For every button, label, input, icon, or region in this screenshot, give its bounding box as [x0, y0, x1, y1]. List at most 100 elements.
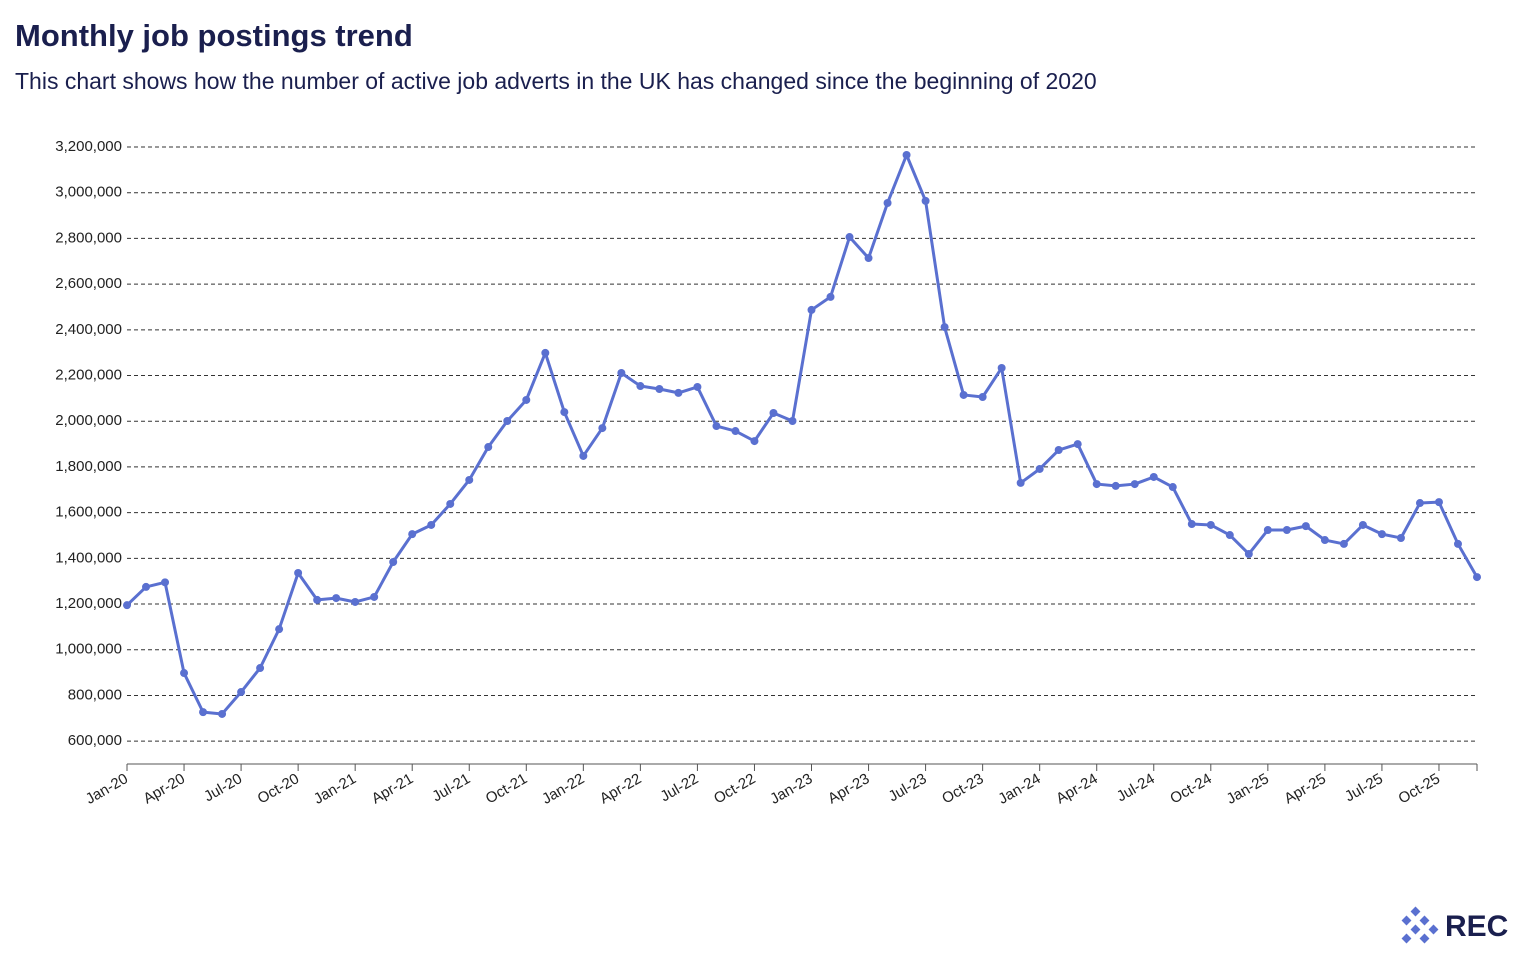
point — [351, 597, 360, 606]
point — [313, 595, 322, 604]
point — [693, 382, 702, 391]
point — [1168, 483, 1177, 492]
point — [1206, 520, 1215, 529]
x-tick-label: Oct-22 — [711, 770, 758, 807]
x-tick-label: Apr-22 — [597, 770, 644, 807]
point — [788, 416, 797, 425]
point — [883, 198, 892, 207]
x-tick-label: Jan-24 — [995, 770, 1043, 808]
x-tick-label: Oct-24 — [1167, 770, 1214, 807]
y-tick-label: 2,600,000 — [55, 275, 122, 292]
point — [1453, 539, 1462, 548]
point — [1244, 549, 1253, 558]
point — [1092, 480, 1101, 489]
x-tick-label: Apr-21 — [369, 770, 416, 807]
point — [389, 557, 398, 566]
point — [370, 592, 379, 601]
point — [408, 530, 417, 539]
point — [1035, 464, 1044, 473]
point — [1282, 525, 1291, 534]
point — [1073, 440, 1082, 449]
y-tick-label: 3,000,000 — [55, 184, 122, 201]
point — [484, 443, 493, 452]
point — [807, 305, 816, 314]
point — [1130, 480, 1139, 489]
point — [161, 578, 170, 587]
x-tick-label: Jul-20 — [201, 770, 245, 805]
y-tick-label: 1,000,000 — [55, 641, 122, 658]
y-tick-label: 1,600,000 — [55, 504, 122, 521]
point — [218, 709, 227, 718]
x-tick-label: Jan-22 — [539, 770, 587, 808]
point — [1149, 472, 1158, 481]
point — [959, 390, 968, 399]
x-tick-label: Oct-21 — [483, 770, 530, 807]
point — [180, 669, 189, 678]
point — [845, 233, 854, 242]
point — [503, 416, 512, 425]
point — [1320, 536, 1329, 545]
point — [1187, 520, 1196, 529]
point — [560, 408, 569, 417]
chart-subtitle: This chart shows how the number of activ… — [15, 68, 1097, 94]
x-tick-label: Jul-25 — [1342, 770, 1386, 805]
point — [902, 150, 911, 159]
point — [1263, 525, 1272, 534]
x-tick-label: Apr-25 — [1281, 770, 1328, 807]
point — [712, 422, 721, 431]
point — [294, 568, 303, 577]
point — [636, 382, 645, 391]
x-tick-label: Jul-22 — [658, 770, 702, 805]
point — [1016, 478, 1025, 487]
x-tick-label: Jan-25 — [1224, 770, 1272, 808]
point — [997, 363, 1006, 372]
point — [1339, 539, 1348, 548]
point — [1358, 520, 1367, 529]
point — [1111, 481, 1120, 490]
point — [978, 392, 987, 401]
point — [674, 388, 683, 397]
point — [465, 475, 474, 484]
y-tick-label: 800,000 — [68, 686, 122, 703]
x-tick-label: Jan-20 — [83, 770, 131, 808]
point — [1473, 573, 1481, 582]
x-tick-label: Jul-23 — [886, 770, 930, 805]
y-tick-label: 1,400,000 — [55, 549, 122, 566]
y-tick-label: 2,000,000 — [55, 412, 122, 429]
point — [199, 708, 208, 717]
point — [123, 601, 131, 610]
point — [427, 520, 436, 529]
point — [826, 292, 835, 301]
y-tick-label: 1,200,000 — [55, 595, 122, 612]
y-tick-label: 2,200,000 — [55, 366, 122, 383]
point — [1225, 531, 1234, 540]
point — [522, 395, 531, 404]
point — [1415, 499, 1424, 508]
y-tick-label: 2,800,000 — [55, 229, 122, 246]
point — [446, 499, 455, 508]
point — [864, 254, 873, 263]
point — [142, 582, 151, 591]
point — [750, 437, 759, 446]
point — [1301, 522, 1310, 531]
point — [940, 323, 949, 332]
x-tick-label: Apr-20 — [141, 770, 188, 807]
point — [256, 664, 265, 673]
point — [769, 408, 778, 417]
point — [541, 348, 550, 357]
logo-text: REC — [1445, 910, 1508, 943]
chart-title: Monthly job postings trend — [15, 18, 413, 53]
x-tick-label: Jan-21 — [311, 770, 359, 808]
x-tick-label: Oct-23 — [939, 770, 986, 807]
x-tick-label: Oct-20 — [255, 770, 302, 807]
x-tick-label: Jan-23 — [767, 770, 815, 808]
point — [332, 594, 341, 603]
x-tick-label: Jul-24 — [1114, 770, 1158, 805]
logo-icon — [1401, 906, 1439, 944]
point — [579, 451, 588, 460]
point — [275, 625, 284, 634]
point — [237, 688, 246, 697]
point — [1396, 533, 1405, 542]
point — [921, 196, 930, 205]
